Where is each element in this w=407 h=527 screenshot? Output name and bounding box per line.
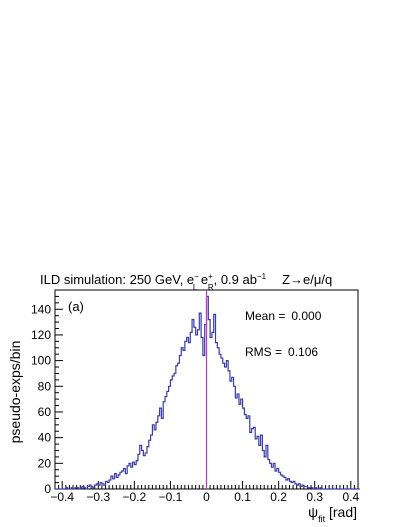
- x-axis-label-sub: fit: [318, 514, 326, 524]
- x-tick-label: 0.1: [234, 490, 251, 504]
- stat-mean-label: Mean =: [245, 309, 285, 323]
- x-tick-label: −0.1: [159, 490, 183, 504]
- x-axis-label: ψfit [rad]: [308, 504, 357, 524]
- stat-rms: RMS = 0.106: [245, 345, 318, 359]
- y-tick-label: 80: [38, 379, 52, 393]
- x-tick-label: 0.3: [306, 490, 323, 504]
- stat-rms-value: 0.106: [288, 345, 318, 359]
- title-beam2-sup: +: [208, 272, 213, 281]
- y-axis-label: pseudo-exps/bin: [7, 341, 23, 444]
- stat-mean-value: 0.000: [291, 309, 321, 323]
- x-axis-label-symbol: ψ: [308, 504, 318, 520]
- title-beam1-sup: −: [194, 272, 199, 281]
- x-tick-label: −0.3: [86, 490, 110, 504]
- y-tick-label: 120: [31, 328, 51, 342]
- x-tick-label: −0.2: [123, 490, 147, 504]
- y-tick-label: 20: [38, 456, 52, 470]
- title-beam1-sub: L: [193, 283, 198, 292]
- title-channel: Z→e/μ/q: [282, 272, 332, 287]
- title-beam2: e: [197, 272, 208, 287]
- y-tick-label: 100: [31, 354, 51, 368]
- y-tick-label: 140: [31, 302, 51, 316]
- chart-title: ILD simulation: 250 GeV, e− L e+ R, 0.9 ab…: [40, 272, 332, 292]
- x-tick-label: 0: [203, 490, 210, 504]
- histogram-series: [55, 295, 360, 490]
- x-tick-label: −0.4: [50, 490, 74, 504]
- title-beam2-sub: R: [208, 283, 214, 292]
- y-tick-label: 0: [44, 482, 51, 496]
- title-prefix: ILD simulation: 250 GeV, e: [40, 272, 194, 287]
- y-axis: 0 20 40 60 80 100 120 140: [31, 289, 63, 496]
- y-tick-label: 40: [38, 431, 52, 445]
- panel-label: (a): [68, 299, 84, 314]
- title-lumi: , 0.9 ab: [214, 272, 257, 287]
- x-axis: −0.4 −0.3 −0.2 −0.1 0 0.1 0.2 0.3 0.4: [50, 481, 359, 504]
- title-lumi-sup: −1: [257, 272, 267, 281]
- x-tick-label: 0.2: [270, 490, 287, 504]
- x-tick-label: 0.4: [342, 490, 359, 504]
- y-tick-label: 60: [38, 405, 52, 419]
- x-axis-label-unit: [rad]: [325, 504, 357, 520]
- stat-rms-label: RMS =: [245, 345, 282, 359]
- stat-mean: Mean = 0.000: [245, 309, 322, 323]
